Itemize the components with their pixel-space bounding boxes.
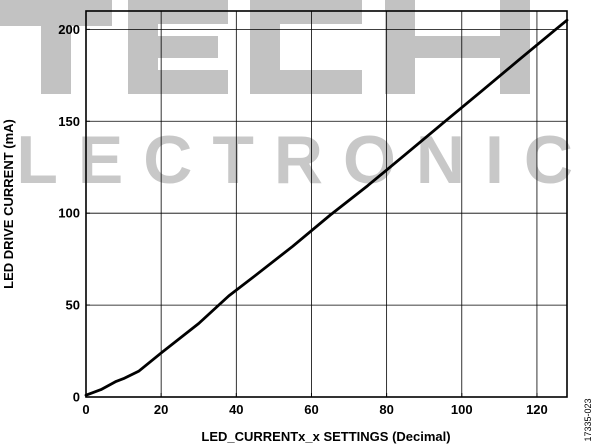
x-tick-label: 80 (379, 402, 393, 417)
y-tick-label: 50 (66, 298, 80, 313)
y-tick-label: 200 (58, 22, 80, 37)
y-axis-title: LED DRIVE CURRENT (mA) (1, 119, 16, 289)
watermark-electronic: ELECTRONIC (0, 122, 593, 198)
x-tick-label: 20 (154, 402, 168, 417)
watermark-tech-logo (0, 0, 530, 94)
plot-frame (85, 10, 568, 398)
y-tick-label: 150 (58, 114, 80, 129)
series-line (84, 18, 569, 397)
y-tick-label: 100 (58, 206, 80, 221)
x-tick-label: 60 (304, 402, 318, 417)
x-tick-label: 40 (229, 402, 243, 417)
y-tick-label: 0 (73, 390, 80, 405)
x-tick-label: 120 (526, 402, 548, 417)
series-group (84, 18, 569, 397)
watermark: ELECTRONIC (0, 0, 593, 198)
x-axis-ticks: 0 20 40 60 80 100 120 (82, 393, 548, 417)
y-axis-ticks: 0 50 100 150 200 (58, 22, 90, 405)
x-tick-label: 0 (82, 402, 89, 417)
grid (86, 11, 567, 397)
x-tick-label: 100 (451, 402, 473, 417)
x-axis-title: LED_CURRENTx_x SETTINGS (Decimal) (201, 429, 450, 444)
figure-id: 17335-023 (583, 398, 593, 441)
